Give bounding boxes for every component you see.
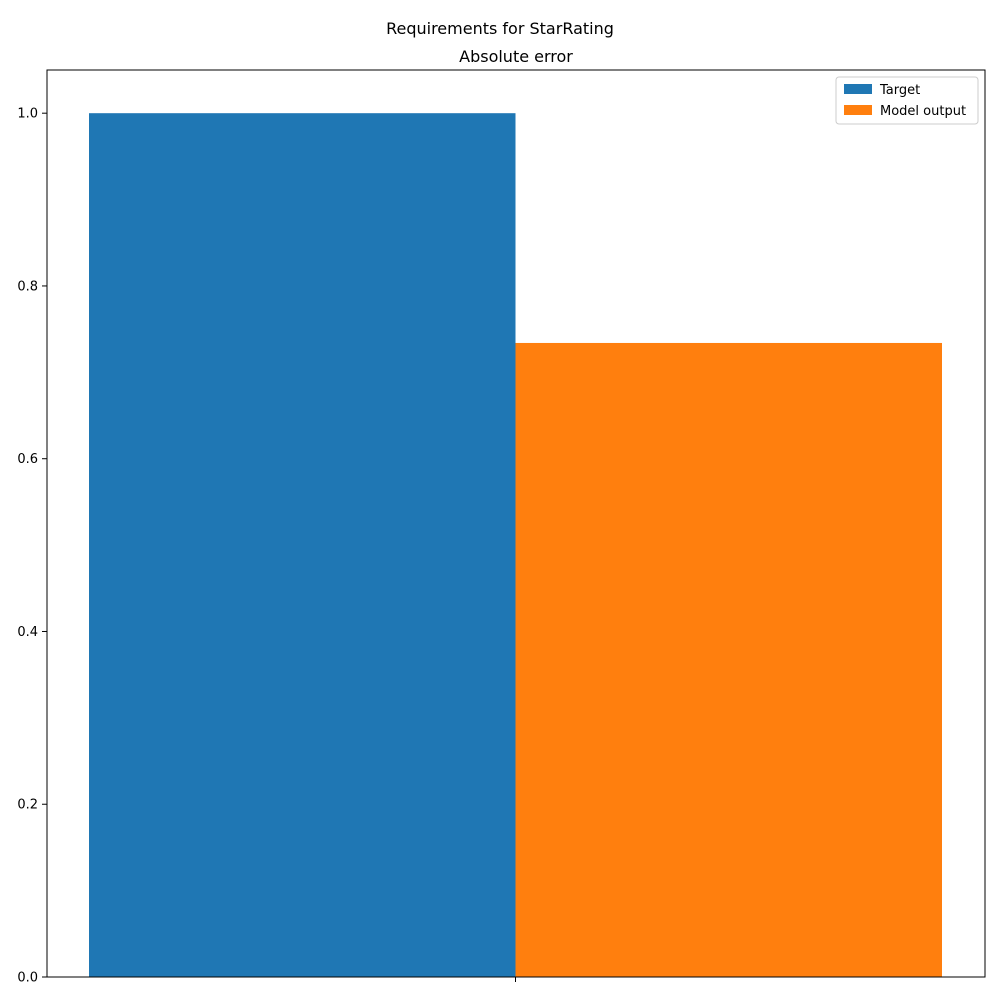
- y-axis: 0.0 0.2 0.4 0.6 0.8 1.0: [17, 107, 47, 986]
- bar-target: [89, 113, 516, 977]
- legend-label: Target: [879, 83, 920, 98]
- plot-frame: [46, 69, 986, 978]
- y-tick-label: 1.0: [17, 107, 38, 122]
- y-tick-label: 0.4: [17, 625, 38, 640]
- legend: Target Model output: [835, 76, 979, 125]
- y-tick-label: 0.8: [17, 279, 38, 294]
- legend-swatch-target: [844, 84, 872, 94]
- y-tick-label: 0.2: [17, 798, 38, 813]
- bar-model-output: [515, 342, 942, 977]
- y-tick-label: 0.6: [17, 452, 38, 467]
- y-tick-label: 0.0: [17, 971, 38, 986]
- legend-swatch-model-output: [844, 105, 872, 115]
- bars-group: [89, 113, 942, 977]
- chart-suptitle: Requirements for StarRating: [386, 19, 614, 38]
- legend-label: Model output: [880, 104, 966, 119]
- chart-title: Absolute error: [459, 47, 573, 66]
